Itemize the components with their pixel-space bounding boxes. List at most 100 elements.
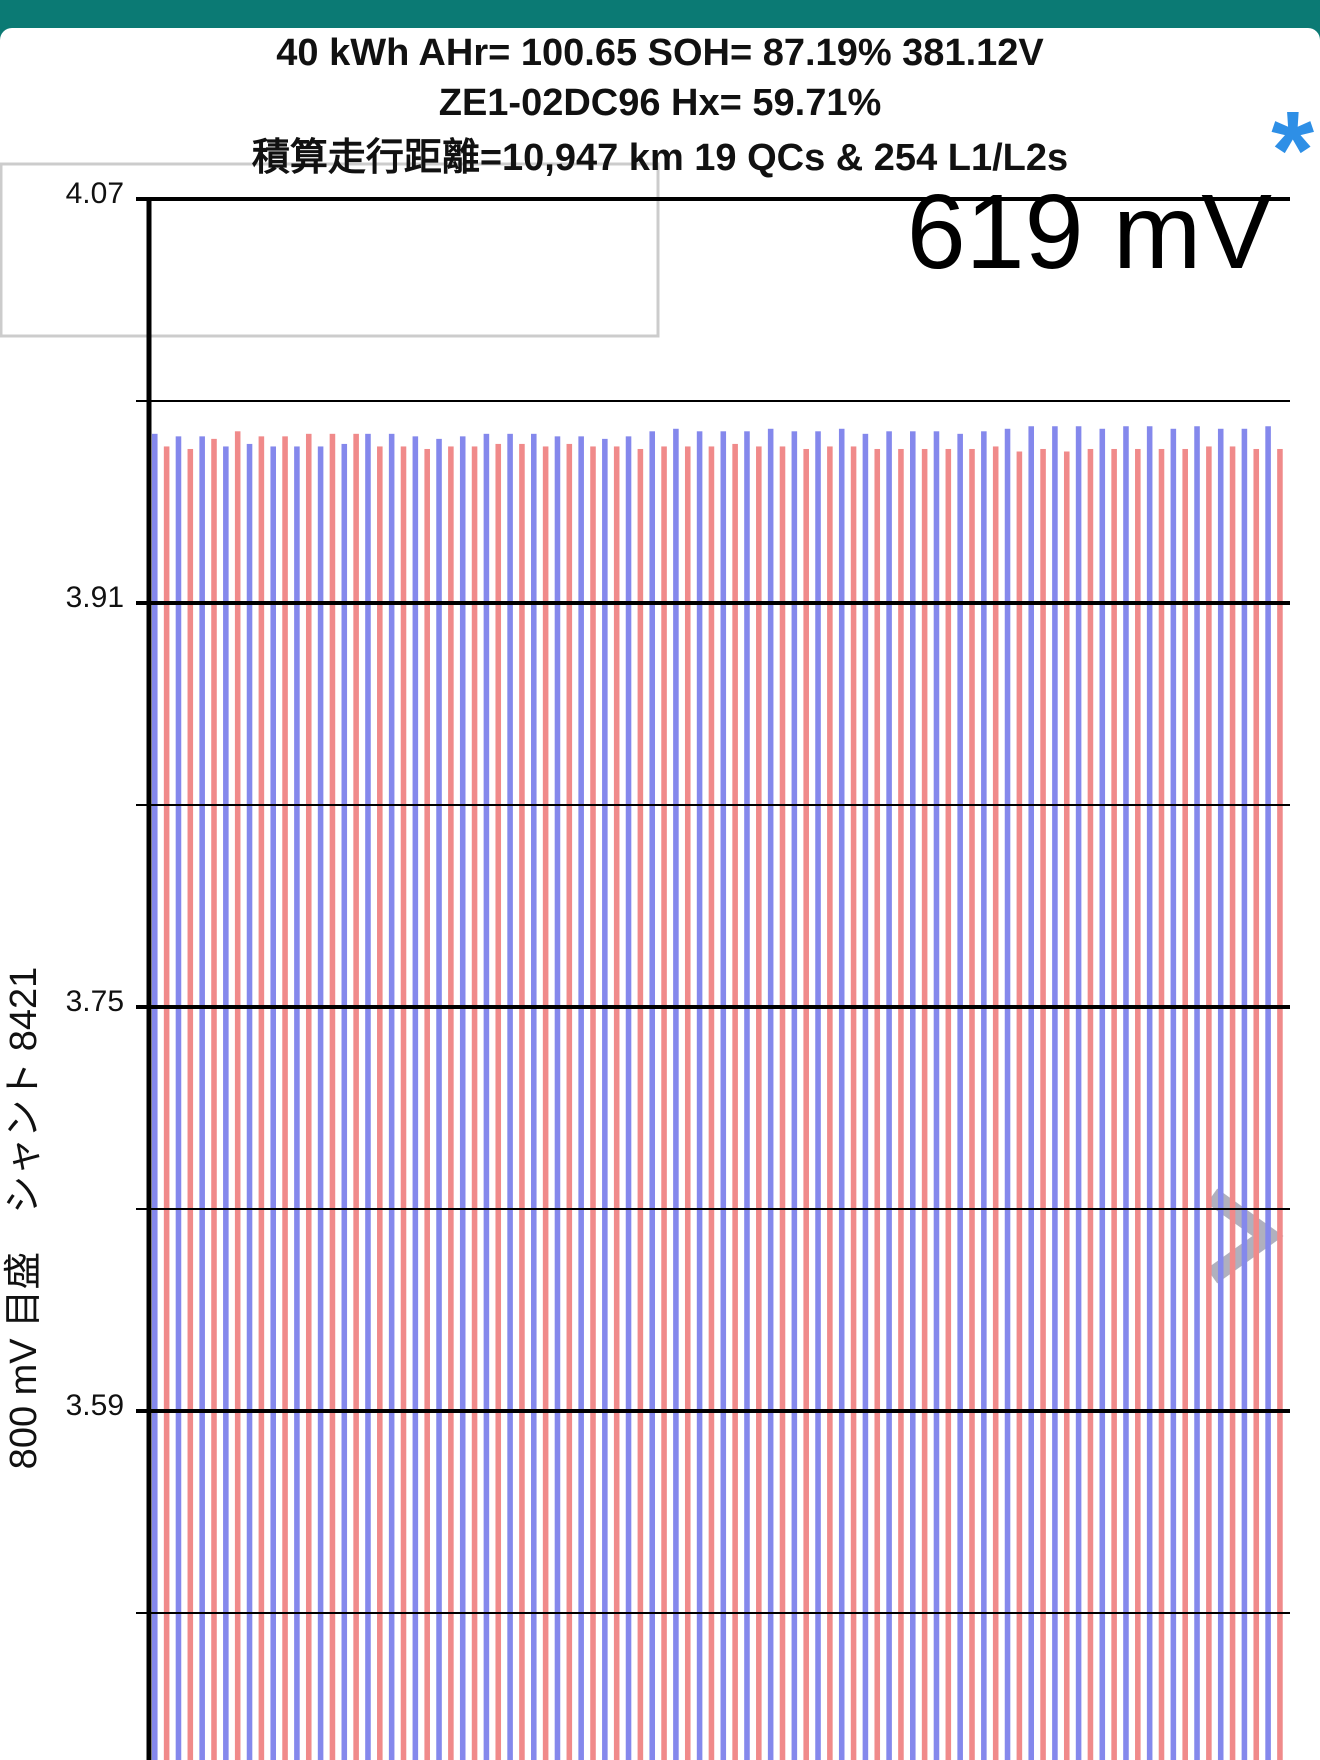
cell-bar (649, 431, 656, 1760)
bars (152, 426, 1283, 1760)
y-tick-label: 3.91 (66, 581, 124, 614)
cell-bar (992, 446, 999, 1760)
cell-bar (756, 446, 762, 1760)
cell-bar (329, 433, 336, 1760)
cell-bar (317, 446, 324, 1760)
cell-bar (519, 443, 525, 1760)
cell-bar (282, 436, 288, 1760)
cell-bar (554, 436, 561, 1760)
cell-bar (1146, 426, 1153, 1760)
cell-bar (779, 446, 786, 1760)
cell-bar (1194, 426, 1200, 1760)
cell-bar (211, 438, 217, 1760)
cell-bar (1099, 428, 1106, 1760)
cell-bar (708, 446, 715, 1760)
cell-bar (767, 428, 774, 1760)
cell-bar (838, 428, 845, 1760)
cell-bar (921, 448, 928, 1760)
cell-bar (388, 433, 395, 1760)
cell-bar (1016, 451, 1023, 1760)
cell-bar (637, 448, 644, 1760)
cell-bar (673, 428, 679, 1760)
cell-bar (732, 443, 738, 1760)
cell-bar (424, 448, 430, 1760)
header-line: 積算走行距離=10,947 km 19 QCs & 254 L1/L2s (251, 137, 1069, 179)
cell-bar (1075, 426, 1082, 1760)
cell-bar (1063, 451, 1070, 1760)
cell-bar (1052, 426, 1058, 1760)
cell-bar (684, 446, 691, 1760)
header-line: ZE1-02DC96 Hx= 59.71% (438, 82, 882, 124)
spread-value: 619 mV (907, 173, 1273, 291)
cell-bar (483, 433, 490, 1760)
cell-bar (377, 446, 383, 1760)
cell-bar (862, 433, 869, 1760)
cell-bar (270, 446, 277, 1760)
cell-bar (246, 443, 253, 1760)
cell-bar (744, 431, 750, 1760)
y-axis-label: 800 mV 目盛 シャント 8421 (3, 967, 45, 1470)
y-tick-label: 3.75 (66, 985, 124, 1018)
y-tick-label: 4.07 (66, 177, 124, 210)
cell-bar (625, 436, 632, 1760)
cell-bar (1265, 426, 1271, 1760)
cell-bar (981, 431, 987, 1760)
cell-bar (1170, 428, 1177, 1760)
cell-bar (1135, 448, 1141, 1760)
cell-bar (353, 433, 359, 1760)
cell-bar (495, 443, 502, 1760)
cell-bar (412, 436, 419, 1760)
cell-bar (1229, 446, 1236, 1760)
cell-bar (1028, 426, 1035, 1760)
cell-bar (1123, 426, 1129, 1760)
cell-bar (1206, 446, 1212, 1760)
cell-bar (234, 431, 241, 1760)
cell-bar (945, 448, 952, 1760)
menu-button[interactable]: * (1271, 89, 1314, 212)
cell-bar (827, 446, 833, 1760)
cell-bar (471, 446, 478, 1760)
cell-bar (531, 433, 537, 1760)
header-line: 40 kWh AHr= 100.65 SOH= 87.19% 381.12V (276, 32, 1044, 74)
cell-bar (720, 431, 727, 1760)
cell-bar (199, 436, 205, 1760)
cell-bar (163, 446, 170, 1760)
cell-bar (898, 448, 904, 1760)
cell-bar (910, 431, 916, 1760)
cell-bar (1111, 448, 1117, 1760)
cell-bar (400, 446, 407, 1760)
cell-bar (341, 443, 348, 1760)
cell-bar (602, 438, 608, 1760)
cell-bar (1158, 448, 1165, 1760)
cell-bar (969, 448, 975, 1760)
cell-bar (590, 446, 596, 1760)
cell-bar (933, 431, 940, 1760)
cell-bar (886, 431, 892, 1760)
cell-bar (436, 438, 442, 1760)
cell-bar (661, 446, 667, 1760)
cell-bar (365, 433, 371, 1760)
cell-bar (613, 446, 620, 1760)
cell-bar (507, 433, 513, 1760)
y-tick-label: 3.59 (66, 1389, 124, 1422)
cell-bar (1087, 448, 1094, 1760)
screen: 4.07 3.91 3.75 3.59 800 mV 目盛 シャント 8421 619 m… (0, 28, 1320, 1760)
cell-bar (187, 448, 194, 1760)
cell-bar (566, 443, 573, 1760)
cell-bar (696, 431, 703, 1760)
chart: 4.07 3.91 3.75 3.59 800 mV 目盛 シャント 8421 619 m… (0, 162, 1290, 1760)
info-box (0, 162, 660, 338)
cell-bar (1004, 428, 1011, 1760)
cell-bar (1277, 448, 1283, 1760)
cell-bar (258, 436, 265, 1760)
cell-bar (578, 436, 584, 1760)
cell-bar (815, 431, 821, 1760)
cell-bar (1241, 428, 1248, 1760)
cell-bar (957, 433, 963, 1760)
cell-bar (874, 448, 881, 1760)
cell-bar (175, 436, 182, 1760)
cell-bar (1182, 448, 1188, 1760)
cell-bar (791, 431, 798, 1760)
cell-bar (1253, 448, 1260, 1760)
